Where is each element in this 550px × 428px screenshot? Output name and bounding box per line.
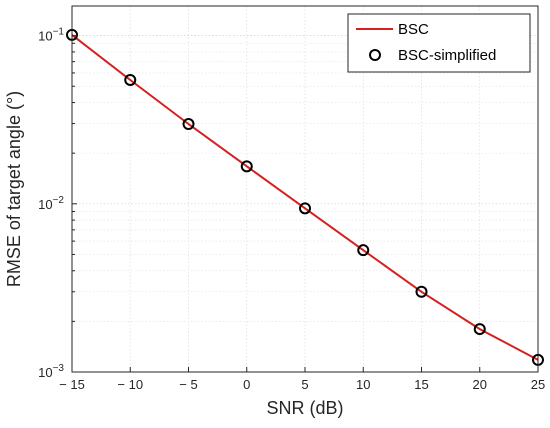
y-axis-label: RMSE of target angle (°) [4, 91, 24, 287]
x-tick-label: 10 [356, 377, 370, 392]
x-axis-label: SNR (dB) [266, 398, 343, 418]
series-marker-bsc-simplified [357, 244, 370, 257]
y-tick-label: 10−1 [38, 27, 64, 44]
series-marker-bsc-simplified [415, 285, 428, 298]
legend: BSC BSC-simplified [347, 13, 531, 73]
legend-box [347, 13, 531, 73]
series-marker-bsc-simplified [299, 202, 311, 215]
x-tick-label: 15 [414, 377, 428, 392]
x-tick-label: − 10 [117, 377, 143, 392]
legend-entry-bsc: BSC [398, 21, 429, 38]
x-tick-label: − 15 [59, 377, 85, 392]
series-marker-bsc-simplified [473, 323, 486, 336]
series-line-bsc [71, 34, 539, 361]
x-tick-label: 20 [473, 377, 487, 392]
x-tick-label: 0 [243, 377, 250, 392]
series-marker-bsc-simplified [182, 118, 195, 131]
y-tick-label: 10−2 [38, 195, 64, 212]
legend-entry-bsc-simplified: BSC-simplified [398, 47, 496, 64]
x-tick-label: 25 [531, 377, 545, 392]
series-marker-bsc-simplified [240, 160, 253, 173]
legend-marker-swatch [369, 49, 381, 61]
series-marker-bsc-simplified [124, 73, 137, 86]
x-tick-label: 5 [301, 377, 308, 392]
x-tick-label: − 5 [179, 377, 197, 392]
series-layer [66, 28, 544, 366]
ticks [71, 35, 539, 373]
